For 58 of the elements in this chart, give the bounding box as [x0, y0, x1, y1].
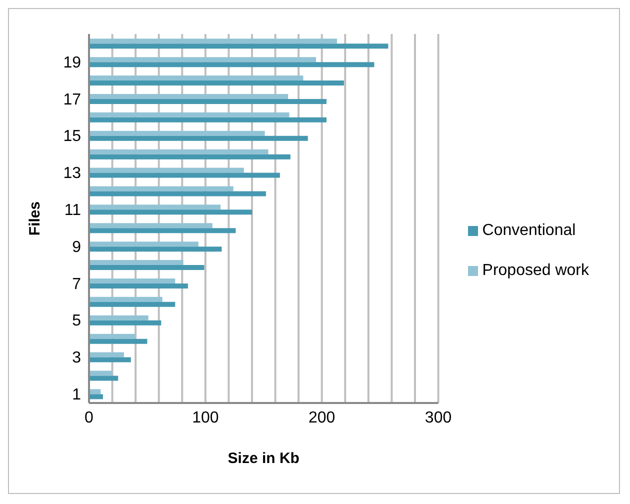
x-tick-label: 200: [308, 409, 336, 426]
bar: [89, 130, 265, 136]
bar: [89, 283, 188, 288]
bar: [89, 136, 308, 141]
bar: [89, 98, 327, 104]
y-tick-label: 7: [72, 276, 82, 293]
bar: [89, 94, 288, 99]
bar: [89, 370, 112, 376]
bar: [89, 278, 176, 284]
bar: [89, 62, 374, 68]
bar: [89, 265, 204, 270]
bar: [89, 334, 136, 339]
y-tick-label: 1: [72, 386, 82, 404]
bar: [89, 76, 304, 81]
bar: [89, 302, 176, 307]
bar: [89, 57, 316, 62]
bar: [89, 149, 268, 154]
y-axis-title: Files: [26, 201, 44, 236]
bar: [89, 210, 252, 215]
bar: [89, 296, 162, 302]
y-tick-label: 3: [72, 350, 82, 367]
bar: [89, 394, 103, 400]
bar: [89, 389, 101, 394]
bar: [89, 352, 124, 358]
bar: [89, 315, 148, 320]
bar: [89, 44, 388, 49]
x-tick-label: 300: [424, 409, 452, 426]
x-axis-title: Size in Kb: [228, 450, 300, 467]
bar: [89, 168, 244, 173]
bar: [89, 338, 148, 344]
x-tick-label: 0: [84, 409, 94, 426]
bar: [89, 223, 212, 228]
bar: [89, 228, 236, 234]
y-tick-label: 11: [64, 202, 82, 219]
bar: [89, 246, 222, 252]
bar: [89, 204, 221, 210]
y-tick-label: 19: [63, 54, 82, 72]
bar: [89, 376, 118, 381]
bar: [89, 320, 162, 326]
y-tick-label: 13: [63, 165, 82, 182]
y-tick-label: 15: [63, 128, 82, 146]
bar: [89, 112, 290, 118]
bar: [89, 186, 234, 192]
y-tick-label: 5: [72, 312, 82, 330]
bar: [89, 260, 184, 266]
bar: [89, 80, 344, 86]
bar: [89, 191, 266, 196]
y-tick-label: 17: [63, 91, 82, 108]
legend-label: Proposed work: [482, 262, 589, 279]
bar: [89, 154, 290, 160]
legend-label: Conventional: [482, 222, 576, 239]
bar: [89, 117, 327, 122]
x-tick-label: 100: [192, 409, 219, 426]
bar: [89, 242, 198, 247]
bar: [89, 172, 280, 178]
bar: [89, 38, 337, 44]
y-tick-label: 9: [72, 238, 82, 256]
bar: [89, 357, 131, 362]
